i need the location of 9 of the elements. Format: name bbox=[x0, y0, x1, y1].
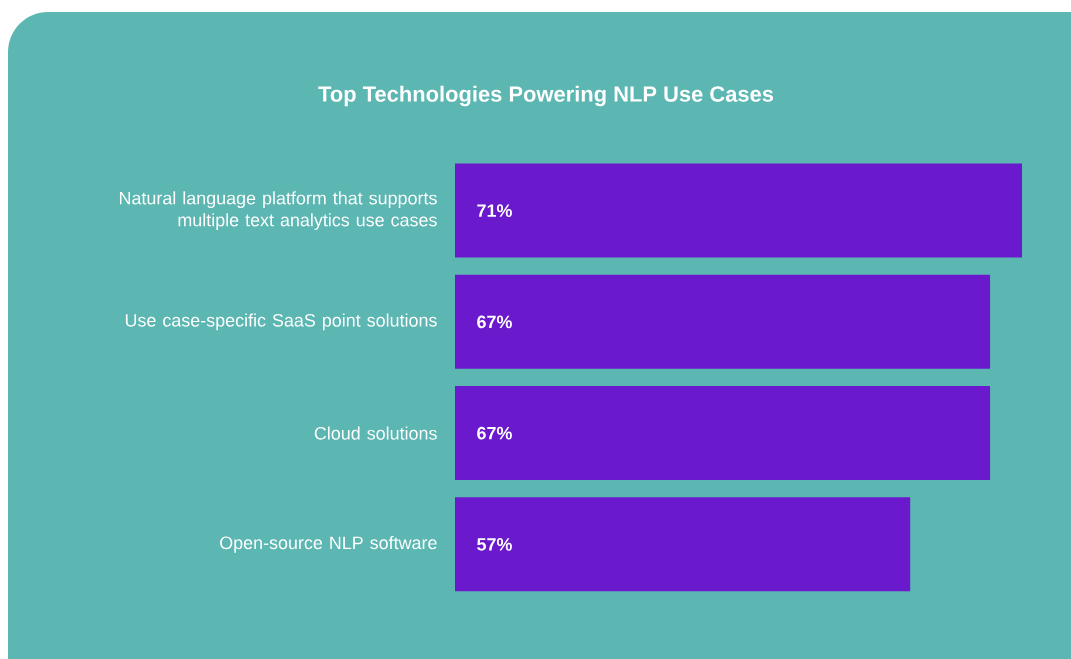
y-tick-label: Open-source NLP software bbox=[220, 536, 437, 553]
data-label: 67% bbox=[477, 315, 512, 329]
y-tick-label: Cloud solutions bbox=[314, 426, 437, 440]
y-tick-label: Use case-specific SaaS point solutions bbox=[125, 313, 437, 331]
data-label: 71% bbox=[477, 204, 512, 217]
y-tick-label: Natural language platform that supports multiple text analytics use cases bbox=[119, 191, 437, 230]
data-label: 57% bbox=[477, 538, 512, 551]
data-label: 67% bbox=[477, 426, 512, 440]
chart-title: Top Technologies Powering NLP Use Cases bbox=[318, 85, 774, 107]
